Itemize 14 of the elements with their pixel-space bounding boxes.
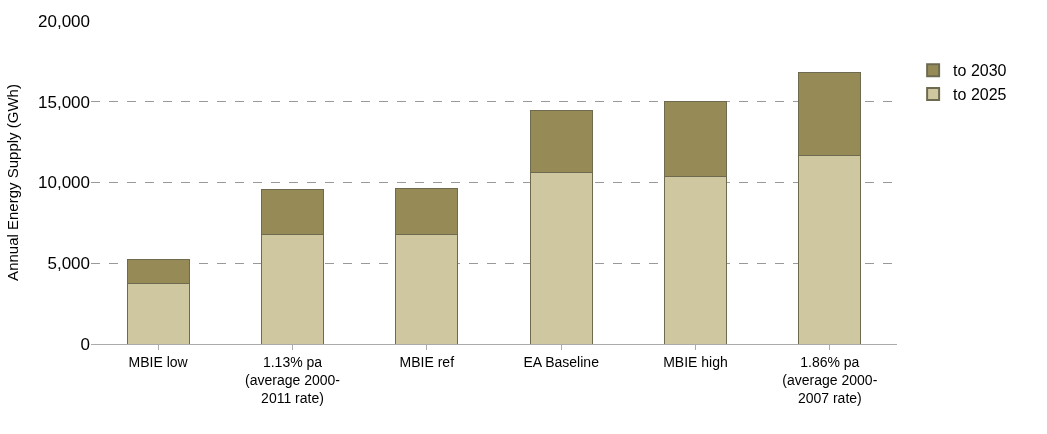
- x-tick-label: MBIE high: [663, 353, 728, 370]
- y-axis-title: Annual Energy Supply (GWh): [4, 84, 22, 281]
- x-tick-label: MBIE ref: [399, 353, 455, 370]
- y-tick-label: 15,000: [38, 92, 90, 112]
- x-tick-label: 1.13% pa (average 2000- 2011 rate): [245, 353, 341, 407]
- legend-label: to 2025: [953, 86, 1007, 104]
- y-tick-label: 10,000: [38, 173, 90, 193]
- x-tick-label: MBIE low: [128, 353, 189, 370]
- legend-label: to 2030: [953, 62, 1007, 80]
- x-tick-label: 1.86% pa (average 2000- 2007 rate): [782, 353, 878, 407]
- x-tick-label: EA Baseline: [523, 353, 600, 370]
- y-tick-label: 20,000: [38, 11, 90, 31]
- y-tick-label: 0: [80, 334, 90, 354]
- y-tick-label: 5,000: [47, 254, 90, 274]
